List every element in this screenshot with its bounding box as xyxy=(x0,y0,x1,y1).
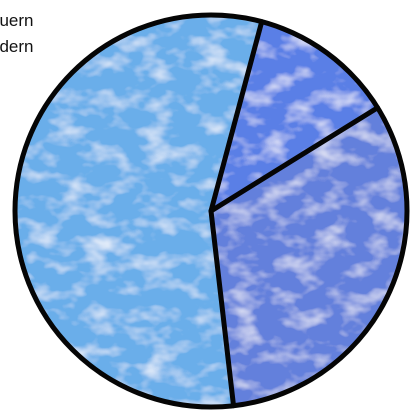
pie-slice-1 xyxy=(14,14,262,407)
legend-entry-1: euern xyxy=(0,11,34,30)
slice-divider-1 xyxy=(208,19,265,214)
pie-slice-3 xyxy=(211,21,378,212)
slice-divider-3 xyxy=(208,105,381,214)
legend-entry-2: edern xyxy=(0,37,34,56)
slice-dividers xyxy=(208,19,381,409)
slice-divider-2 xyxy=(208,208,237,409)
pie-outline xyxy=(12,12,410,410)
legend: euern edern xyxy=(0,8,33,60)
